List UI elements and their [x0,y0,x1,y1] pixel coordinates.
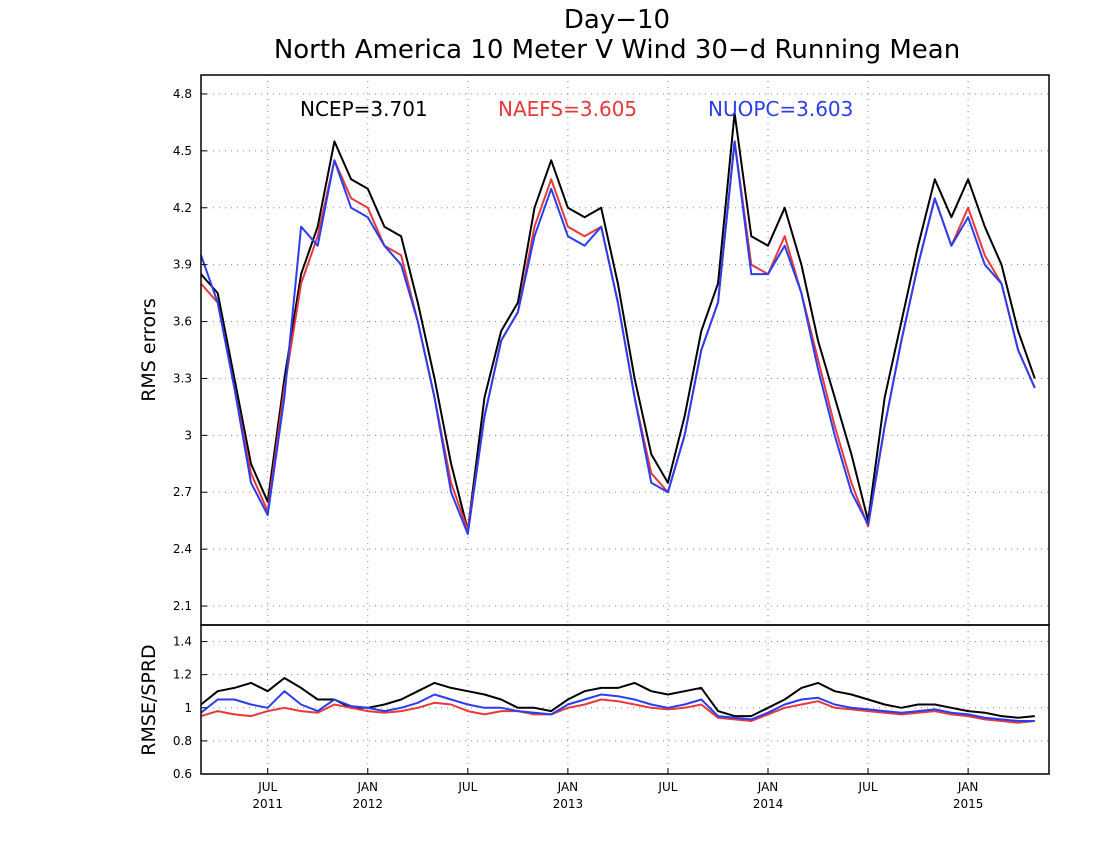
x-tick-label-month: JUL [457,780,477,794]
x-tick-label-month: JAN [757,780,779,794]
ratio-series-naefs [200,698,1035,724]
ratio-y-tick-label: 0.8 [173,734,192,748]
chart-subtitle: North America 10 Meter V Wind 30−d Runni… [274,35,960,65]
rms-y-tick-label: 3.3 [173,371,192,385]
x-tick-label-year: 2013 [553,797,584,811]
rms-y-tick-label: 3.9 [173,258,192,272]
ratio-y-tick-label: 1 [184,701,192,715]
x-tick-label-month: JUL [657,780,677,794]
top-panel-series [200,111,1036,535]
x-tick-label-month: JAN [957,780,979,794]
rms-y-tick-label: 4.2 [173,201,192,215]
x-tick-label-month: JUL [257,780,277,794]
legend-naefs: NAEFS=3.605 [498,97,637,121]
x-tick-label-month: JAN [357,780,379,794]
ratio-y-tick-label: 1.2 [173,668,192,682]
x-tick-label-year: 2014 [753,797,784,811]
x-tick-label-year: 2015 [953,797,984,811]
top-panel-frame [200,74,1050,626]
rms-series-ncep [200,111,1036,532]
bottom-panel-series [200,677,1035,724]
bottom-panel-frame [200,624,1050,775]
bottom-panel-grid [201,625,1049,775]
rms-y-tick-label: 4.5 [173,144,192,158]
top-panel-grid [201,75,1049,625]
rms-y-tick-label: 2.1 [173,599,192,613]
x-tick-label-year: 2012 [352,797,383,811]
bottom-y-axis-label: RMSE/SPRD [138,644,160,755]
x-tick-label-month: JAN [557,780,579,794]
rms-y-tick-label: 3 [184,428,192,442]
rms-y-tick-label: 3.6 [173,315,192,329]
x-tick-label-month: JUL [858,780,878,794]
ratio-series-nuopc [200,690,1035,722]
legend-ncep: NCEP=3.701 [300,97,428,121]
rms-y-tick-label: 2.4 [173,542,192,556]
chart-title: Day−10 [564,5,670,35]
ratio-y-tick-label: 0.6 [173,767,192,781]
top-y-axis-label: RMS errors [138,298,160,402]
rms-y-tick-label: 2.7 [173,485,192,499]
rms-series-nuopc [200,140,1036,535]
top-y-axis: 2.1 2.4 2.7 3 3.3 3.6 3.9 4.2 4.5 4.8 [173,87,207,613]
legend: NCEP=3.701 NAEFS=3.605 NUOPC=3.603 [300,97,853,121]
x-axis: JUL 2011 JAN 2012 JUL JAN 2013 JUL JAN 2014 JUL JAN… [252,768,983,811]
bottom-y-axis: 0.6 0.8 1 1.2 1.4 [173,635,207,781]
ratio-y-tick-label: 1.4 [173,635,192,649]
x-tick-label-year: 2011 [252,797,283,811]
rms-y-tick-label: 4.8 [173,87,192,101]
legend-nuopc: NUOPC=3.603 [708,97,853,121]
